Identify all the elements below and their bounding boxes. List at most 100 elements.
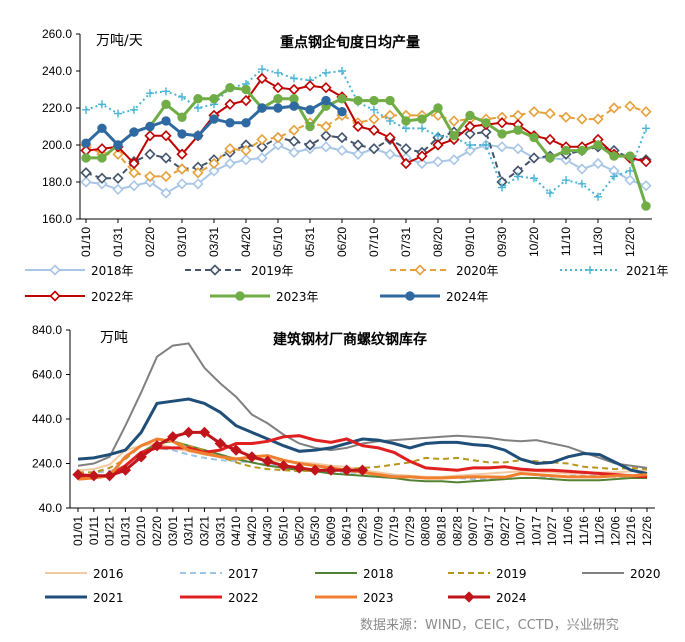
chart1-2021-point xyxy=(418,124,426,133)
chart1-2024-point xyxy=(257,103,267,113)
chart1-legend-point xyxy=(586,266,594,274)
chart1-2019-point xyxy=(352,139,364,151)
chart1-line-2021 xyxy=(85,68,647,199)
chart1-2022-point xyxy=(240,94,252,107)
chart2-2024-point xyxy=(356,464,369,476)
chart2-x-tick-label: 07/29 xyxy=(403,516,417,546)
chart1-2023-point xyxy=(449,131,459,141)
chart1-2023-point xyxy=(193,94,203,104)
chart1-2024-point xyxy=(145,121,155,132)
chart1-2021-point xyxy=(434,131,442,140)
chart1-x-tick-label: 01/10 xyxy=(79,227,93,257)
chart1-2021-point xyxy=(370,105,378,114)
chart1-2024-point xyxy=(321,95,331,106)
chart1-2023-point xyxy=(481,118,491,128)
chart1-2023-point xyxy=(609,151,619,161)
chart1-2021-point xyxy=(514,172,522,181)
chart2-2024-point xyxy=(277,460,290,472)
chart1-2018-point xyxy=(224,157,236,170)
chart2-line-2022 xyxy=(78,434,648,479)
chart1-2018-point xyxy=(128,180,140,192)
chart1-2018-point xyxy=(112,183,124,196)
chart1-series-2024 xyxy=(81,95,347,150)
chart1-2019-point xyxy=(400,143,412,155)
chart1-x-tick-label: 04/20 xyxy=(239,227,253,257)
chart1-2020-point xyxy=(272,131,284,144)
chart2-legend-item: 2023 xyxy=(315,591,394,605)
chart1-2023-point xyxy=(625,151,635,161)
chart2-2024-point xyxy=(262,455,274,467)
source-note: 数据来源：WIND，CEIC，CCTD，兴业研究 xyxy=(360,618,619,633)
chart1-legend-label: 2022年 xyxy=(91,290,134,304)
chart2-2024-point xyxy=(341,464,353,476)
chart2-x-tick-label: 01/21 xyxy=(103,516,117,546)
chart1-2021-point xyxy=(402,124,410,133)
chart1-2019-point xyxy=(256,141,268,153)
chart2-x-tick-label: 12/16 xyxy=(624,516,638,546)
chart1-legend-point xyxy=(235,291,245,301)
chart1-2022-point xyxy=(128,157,140,170)
chart2-2024-point xyxy=(230,444,242,456)
chart1-2021-point xyxy=(482,141,490,149)
chart2-x-tick-label: 01/01 xyxy=(71,516,85,546)
chart1-2018-point xyxy=(624,174,636,186)
chart2-x-tick-label: 11/06 xyxy=(561,516,575,545)
chart1-2020-point xyxy=(208,157,220,170)
chart2-x-tick-label: 01/11 xyxy=(87,516,101,545)
chart1-2021-point xyxy=(642,124,650,133)
chart1-2021-point xyxy=(82,105,90,114)
chart1-series-2020 xyxy=(80,100,652,183)
chart1-2022-point xyxy=(416,150,428,162)
chart1-title: 重点钢企旬度日均产量 xyxy=(280,34,420,51)
chart1-2022-point xyxy=(496,117,508,129)
chart1-y-tick-label: 260.0 xyxy=(42,27,72,41)
chart1-legend-point xyxy=(209,264,221,276)
chart1-2023-point xyxy=(353,95,363,106)
chart1-2018-point xyxy=(256,152,268,164)
chart1-2022-point xyxy=(368,124,380,136)
chart1-2024-point xyxy=(209,114,219,124)
chart1-2022-point xyxy=(96,143,108,155)
chart1-2023-point xyxy=(161,99,171,110)
chart1-2022-point xyxy=(256,72,268,85)
chart1-x-tick-label: 09/30 xyxy=(495,227,509,257)
chart1-2018-point xyxy=(432,156,444,168)
chart2-x-tick-label: 07/19 xyxy=(387,516,401,546)
chart1-legend-label: 2019年 xyxy=(251,264,294,278)
chart2-legend-label: 2020 xyxy=(630,567,661,581)
chart1-2019-point xyxy=(304,139,316,151)
chart2-x-tick-label: 12/26 xyxy=(640,516,654,546)
chart2-legend-label: 2023 xyxy=(363,591,394,605)
chart1-2022-point xyxy=(384,131,396,144)
chart1-x-tick-label: 07/31 xyxy=(399,227,413,257)
chart2-2024-point xyxy=(119,464,132,476)
chart1-2020-point xyxy=(112,148,124,160)
chart2-y-tick-label: 840.0 xyxy=(32,323,62,337)
chart2-2024-point xyxy=(198,426,211,438)
chart1-2023-point xyxy=(561,145,571,156)
chart1-2018-point xyxy=(240,154,252,166)
chart2-2024-point xyxy=(135,451,147,463)
chart2-x-tick-label: 03/11 xyxy=(182,516,196,545)
chart1-2021-point xyxy=(274,68,282,77)
chart2-legend-item: 2022 xyxy=(180,591,259,605)
chart1-2022-point xyxy=(640,156,652,168)
chart1-2018-point xyxy=(512,143,524,155)
chart1-2020-point xyxy=(512,109,524,122)
chart1-2018-point xyxy=(160,187,172,199)
chart1-legend-label: 2023年 xyxy=(276,290,319,304)
chart1-2022-point xyxy=(544,133,556,146)
chart1-2018-point xyxy=(448,154,460,166)
chart2-y-tick-label: 40.0 xyxy=(39,501,63,515)
chart1-2021-point xyxy=(162,87,170,96)
chart2-legend-label: 2016 xyxy=(93,567,124,581)
chart1-2023-point xyxy=(593,140,603,150)
chart2-2024-point xyxy=(293,462,305,474)
chart2-x-tick-label: 03/31 xyxy=(213,516,227,546)
chart2-y-tick-label: 640.0 xyxy=(32,368,62,382)
chart2-series-2021 xyxy=(77,397,648,475)
chart1-2023-point xyxy=(577,145,587,156)
chart1-2019-point xyxy=(336,131,348,144)
chart1-2019-point xyxy=(320,130,332,142)
chart1-2018-point xyxy=(288,146,300,159)
